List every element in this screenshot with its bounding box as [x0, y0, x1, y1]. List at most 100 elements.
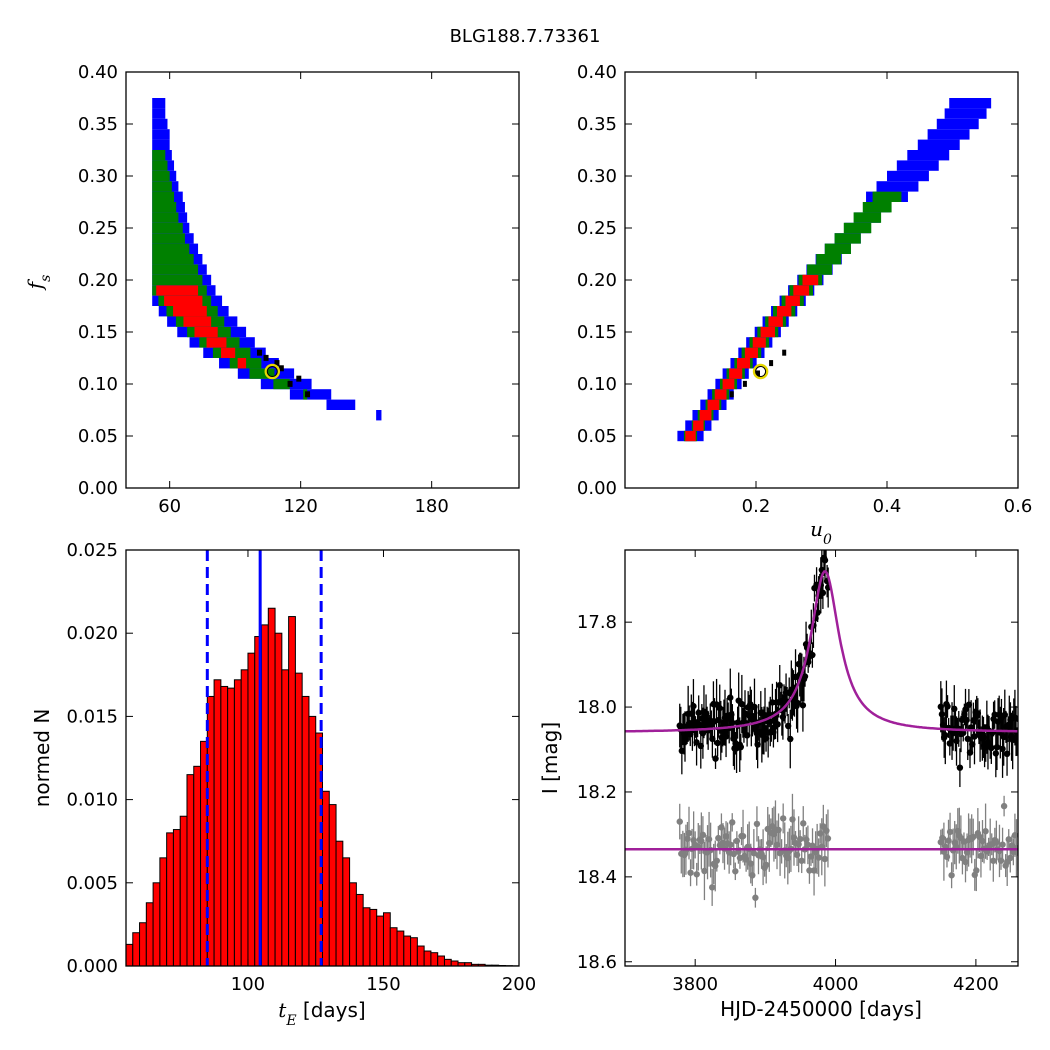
heatmap-cell	[802, 274, 819, 286]
heatmap-cell	[152, 243, 190, 254]
residual-point	[715, 834, 722, 842]
x-tick-label: 180	[414, 496, 448, 517]
x-tick-label: 150	[366, 974, 400, 995]
heatmap-cell	[289, 389, 332, 400]
heatmap-cell	[807, 264, 832, 275]
heatmap-cell	[152, 274, 203, 286]
residual-point	[762, 861, 770, 869]
data-point	[1015, 715, 1018, 723]
heatmap-cell	[699, 410, 712, 421]
data-point	[695, 709, 702, 716]
data-point	[809, 651, 816, 659]
residual-point	[999, 841, 1006, 848]
residual-point	[939, 834, 946, 842]
heatmap-cell	[152, 118, 168, 130]
light-curve-ylabel: I [mag]	[538, 722, 562, 794]
residual-point	[962, 858, 969, 866]
heatmap-cell	[744, 347, 758, 358]
heatmap-cell	[793, 285, 810, 296]
heatmap-cell	[927, 129, 970, 140]
histogram-bar	[450, 960, 459, 967]
panel-fs-vs-u0: 0.2 0.4 0.6 0.00 0.05 0.10 0.15 0.20 0.25 0.30 0.3…	[577, 62, 1032, 548]
histogram-bar	[349, 882, 357, 967]
residual-point	[977, 852, 985, 860]
best-fit-ring	[266, 366, 278, 378]
y-tick-label: 0.10	[577, 374, 617, 395]
data-point	[801, 673, 809, 680]
residual-point	[973, 867, 980, 874]
heatmap-cell	[152, 150, 166, 161]
heatmap-cell	[152, 222, 183, 234]
histogram-bar	[369, 908, 378, 967]
histogram-bar	[308, 715, 317, 967]
residual-point	[676, 818, 683, 825]
histogram-bar	[247, 652, 256, 967]
residual-point	[699, 831, 707, 839]
residual-point	[708, 884, 716, 891]
residual-point	[821, 855, 829, 863]
x-tick-label: 0.4	[873, 496, 902, 517]
heatmap-cell	[257, 349, 262, 356]
light-curve-xlabel: HJD-2450000 [days]	[720, 997, 922, 1021]
panel-light-curve: 3800 4000 4200 17.8 18.0 18.2 18.4 18.6 HJD-245…	[538, 549, 1019, 1021]
heatmap-cell	[693, 420, 704, 431]
heatmap-cell	[278, 365, 284, 372]
histogram-bar	[267, 607, 276, 967]
heatmap-cell	[949, 98, 992, 109]
histogram-bar	[274, 632, 283, 967]
y-tick-label: 0.30	[78, 166, 118, 187]
light-curve-model	[625, 570, 1018, 851]
heatmap-cell	[722, 378, 735, 390]
histogram-bar	[376, 915, 384, 967]
data-point	[787, 735, 794, 743]
histogram-bar	[179, 815, 188, 967]
heatmap-cell	[776, 306, 792, 317]
heatmap-cell	[785, 295, 800, 306]
heatmap-cell	[853, 212, 882, 223]
data-point	[1001, 711, 1009, 718]
best-fit-ring	[752, 363, 769, 380]
data-point	[712, 755, 719, 762]
heatmap-cell	[152, 254, 194, 265]
y-tick-label: 18.2	[577, 782, 617, 803]
y-tick-label: 18.4	[577, 867, 617, 888]
model-curve	[625, 570, 1018, 733]
heatmap-cell	[152, 233, 185, 244]
panel-te-histogram: 100 150 2000.0000.0050.0100.0150.0200.025 …	[30, 540, 536, 1029]
y-tick-label: 0.020	[66, 623, 118, 644]
heatmap-cell	[152, 170, 170, 182]
x-tick-label: 0.2	[742, 496, 771, 517]
residual-point	[948, 872, 955, 879]
y-tick-label: 0.20	[78, 270, 118, 291]
histogram-bar	[288, 616, 296, 967]
heatmap-cell	[194, 326, 218, 338]
heatmap-cell	[714, 389, 727, 400]
heatmap-cell	[152, 191, 175, 202]
data-point	[956, 764, 964, 771]
residual-point	[945, 837, 952, 844]
y-tick-label: 0.010	[66, 790, 118, 811]
residual-point	[718, 824, 725, 831]
fs-te-heatmap	[152, 98, 382, 421]
heatmap-cell	[173, 306, 207, 317]
data-point	[991, 711, 998, 718]
x-tick-label: 0.6	[1004, 496, 1033, 517]
fs-u0-heatmap	[677, 98, 992, 442]
heatmap-cell	[164, 295, 203, 306]
histogram-bar	[233, 679, 242, 967]
fs-u0-best-fit-marker	[752, 363, 769, 380]
heatmap-cell	[183, 316, 212, 327]
x-tick-label: 120	[283, 496, 317, 517]
residual-point	[705, 836, 713, 843]
residual-point	[824, 835, 832, 842]
heatmap-cell	[152, 212, 179, 223]
light-curve-axes-frame	[624, 549, 1019, 967]
heatmap-cell	[769, 360, 774, 367]
heatmap-cell	[249, 368, 275, 379]
data-point	[722, 733, 730, 740]
residual-point	[693, 871, 700, 878]
heatmap-cell	[944, 108, 987, 119]
histogram-bar	[335, 840, 344, 967]
y-tick-label: 18.0	[577, 697, 617, 718]
